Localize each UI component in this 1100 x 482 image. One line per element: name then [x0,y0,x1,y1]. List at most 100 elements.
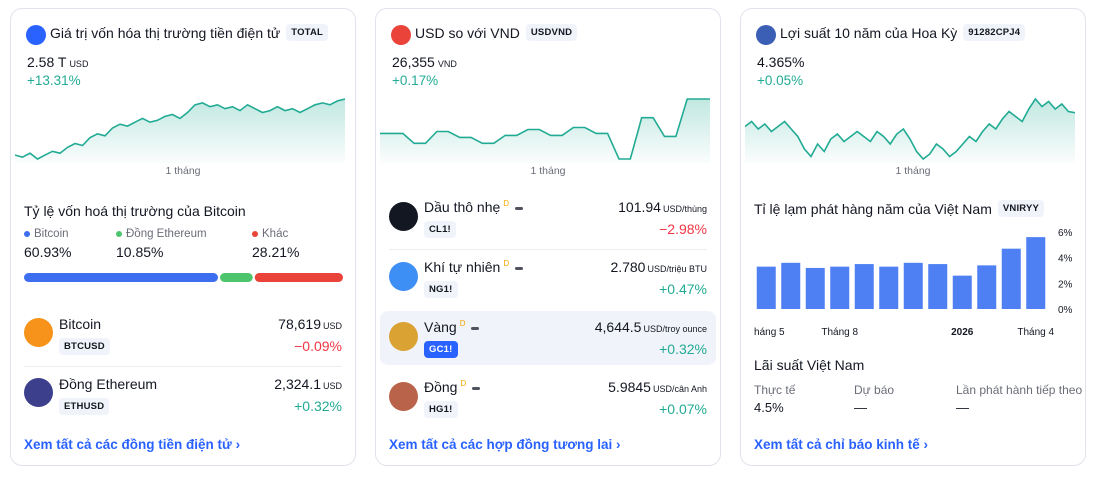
symbol-badge: HG1! [424,401,458,418]
inflation-chart: 0% 2% 4% 6% Tháng 5 Tháng 8 2026 Tháng 4 [754,228,1073,337]
delay-flag: D [503,259,510,269]
legend-dot [116,230,122,237]
share-segment [24,273,218,282]
instrument-change: +0.07% [659,401,707,417]
price-value: 5.9845 [608,379,651,395]
legend-dot [252,230,258,237]
rate-label: Lần phát hành tiếp theo [956,383,1083,397]
price-value: 2.58 T [27,54,67,70]
y-tick-label: 4% [1058,254,1073,265]
sparkline-line [745,97,1075,161]
bar [977,265,997,309]
card-title: USD so với VND [415,24,520,41]
bar [903,262,923,309]
status-dash [515,266,524,270]
price-value: 101.94 [618,199,661,215]
card-header: USD so với VND USDVND [415,24,578,41]
card-header: Giá trị vốn hóa thị trường tiền điện tử T… [50,24,329,41]
bar [756,266,776,309]
instrument-name: Đồng [424,379,458,395]
market-card: Lợi suất 10 năm của Hoa Kỳ 91282CPJ4 4.365… [740,8,1086,466]
price: 26,355 VND [392,54,457,70]
symbol-badge: VNIRYY [997,200,1045,217]
bar [952,275,972,309]
instrument-change: +0.32% [294,398,342,414]
instrument-name-wrap: Đồng Ethereum [59,376,157,392]
price-value: 26,355 [392,54,435,70]
symbol-badge: GC1! [424,341,458,358]
section-title: Tỷ lệ vốn hoá thị trường của Bitcoin [24,203,246,219]
instrument-icon [389,382,418,411]
instrument-name-wrap: Bitcoin [59,316,101,332]
y-tick-label: 6% [1058,228,1073,239]
row-divider [389,249,707,250]
sparkline [15,98,345,163]
instrument-row[interactable]: Khí tự nhiên D NG1! 2.780 USD/triệu BTU +0.47… [376,255,720,305]
currency: VND [437,59,457,69]
symbol-badge: ETHUSD [59,398,110,415]
instrument-name: Đồng Ethereum [59,376,158,392]
market-card: USD so với VND USDVND 26,355 VND +0.17% 1 thá… [375,8,721,466]
card-title: Giá trị vốn hóa thị trường tiền điện tử [50,24,281,41]
instrument-price: 4,644.5 USD/troy ounce [595,319,707,335]
rate-label: Dự báo [854,383,895,397]
bar [805,267,825,309]
see-all-link[interactable]: Xem tất cả các đồng tiền điện tử › [24,437,241,452]
status-dash [472,386,481,390]
rate-value: — [854,400,867,415]
instrument-name: Bitcoin [59,316,102,332]
see-all-link[interactable]: Xem tất cả các hợp đồng tương lai › [389,437,621,452]
instrument-price: 2.780 USD/triệu BTU [610,259,707,275]
instrument-row[interactable]: Đồng D HG1! 5.9845 USD/cân Anh +0.07% [376,375,720,425]
instrument-icon [389,202,418,231]
see-all-link[interactable]: Xem tất cả chỉ báo kinh tế › [754,437,929,452]
sparkline-line [380,98,710,160]
instrument-row[interactable]: Đồng Ethereum ETHUSD 2,324.1 USD +0.32% [11,372,355,422]
share-bar [24,273,343,282]
bar [1001,248,1021,309]
legend-dot [24,230,30,237]
instrument-name-wrap: Dầu thô nhẹ D [424,199,524,215]
rates-title: Lãi suất Việt Nam [754,357,865,373]
share-value: 28.21% [252,244,300,260]
instrument-price: 2,324.1 USD [274,376,342,392]
card-header: Lợi suất 10 năm của Hoa Kỳ 91282CPJ4 [780,24,1026,41]
instrument-change: −2.98% [659,221,707,237]
symbol-badge: 91282CPJ4 [963,24,1026,41]
legend-label: Bitcoin [34,228,69,240]
card-icon [391,25,411,45]
instrument-row[interactable]: Dầu thô nhẹ D CL1! 101.94 USD/thùng −2.98% [376,195,720,245]
sparkline [745,97,1075,163]
bar [830,266,850,309]
price-value: 2,324.1 [274,376,321,392]
period-label: 1 tháng [895,165,931,177]
market-card: Giá trị vốn hóa thị trường tiền điện tử T… [10,8,356,466]
x-tick-label: Tháng 4 [1017,327,1054,337]
symbol-badge: CL1! [424,221,456,238]
instrument-change: +0.47% [659,281,707,297]
symbol-badge: TOTAL [286,24,329,41]
chart-title: Tỉ lệ lạm phát hàng năm của Việt Nam [754,200,992,217]
sparkline-area [745,99,1075,163]
row-divider [24,366,342,367]
delay-flag: D [459,319,466,329]
card-title: Lợi suất 10 năm của Hoa Kỳ [780,24,958,41]
bar [928,264,948,309]
instrument-row[interactable]: Vàng D GC1! 4,644.5 USD/troy ounce +0.32% [376,315,720,365]
price-unit: USD/cân Anh [652,384,707,394]
share-segment [254,273,343,282]
legend-label: Đồng Ethereum [126,228,207,240]
price: 4.365% [757,54,804,70]
share-value: 60.93% [24,244,72,260]
instrument-price: 101.94 USD/thùng [618,199,707,215]
y-tick-label: 0% [1058,305,1073,316]
bar [879,266,899,309]
sparkline-line [15,98,345,160]
price-value: 4.365% [757,54,805,70]
sparkline [380,98,710,163]
instrument-row[interactable]: Bitcoin BTCUSD 78,619 USD −0.09% [11,312,355,362]
x-tick-label: Tháng 5 [754,327,785,337]
instrument-change: +0.32% [659,341,707,357]
share-value: 10.85% [116,244,164,260]
